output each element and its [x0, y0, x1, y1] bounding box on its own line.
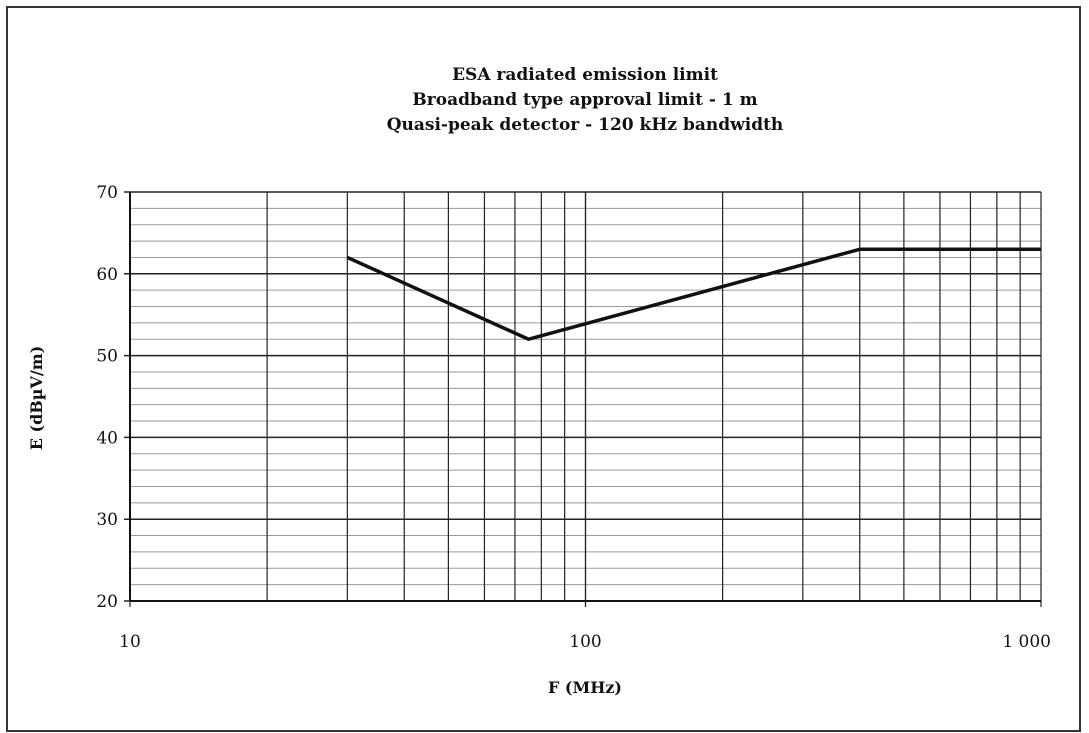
y-tick-label: 30	[96, 510, 118, 530]
axes	[129, 192, 1041, 602]
y-tick-label: 40	[96, 428, 118, 448]
series-layer	[346, 247, 1041, 341]
tick-labels: 20 30 40 50 60 70 10 100 1 000	[96, 183, 1051, 652]
y-tick-label: 60	[96, 265, 118, 285]
title-line-1: ESA radiated emission limit	[452, 65, 718, 85]
y-tick-label: 20	[96, 592, 118, 612]
grid	[124, 191, 1042, 607]
x-axis-label: F (MHz)	[548, 678, 622, 697]
title-line-3: Quasi-peak detector - 120 kHz bandwidth	[387, 115, 784, 135]
limit-line	[346, 247, 1041, 341]
x-tick-label: 10	[119, 632, 141, 652]
y-tick-label: 50	[96, 347, 118, 367]
chart-frame	[6, 6, 1081, 732]
x-tick-label: 100	[569, 632, 601, 652]
x-tick-label: 1 000	[1002, 632, 1051, 652]
chart-title: ESA radiated emission limit Broadband ty…	[387, 65, 784, 135]
y-axis-label: E (dBµV/m)	[27, 346, 46, 451]
title-line-2: Broadband type approval limit - 1 m	[412, 90, 757, 110]
y-tick-label: 70	[96, 183, 118, 203]
